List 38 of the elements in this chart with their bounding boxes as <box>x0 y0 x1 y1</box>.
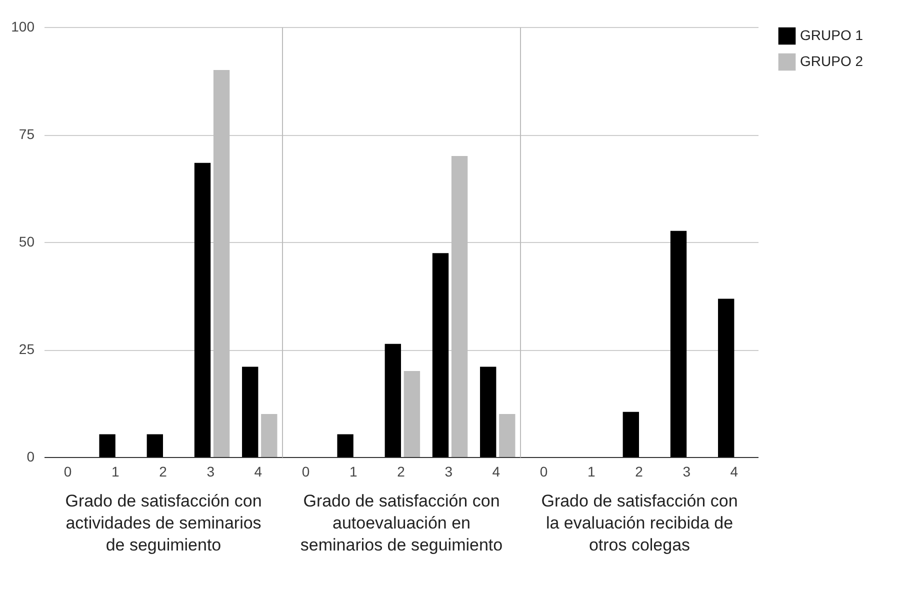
x-tick-label: 1 <box>112 464 120 480</box>
x-tick-label: 0 <box>302 464 310 480</box>
bar <box>213 70 230 457</box>
x-tick-label: 2 <box>397 464 406 480</box>
x-axis-title: Grado de satisfacción con actividades de seminarios de seguimiento <box>65 492 262 554</box>
bar <box>499 414 516 457</box>
x-tick-label: 0 <box>540 464 548 480</box>
x-tick-label: 2 <box>159 464 168 480</box>
y-tick-label: 50 <box>18 234 35 250</box>
y-tick-label: 0 <box>26 448 35 464</box>
x-tick-label: 4 <box>254 464 262 480</box>
x-tick-label: 1 <box>350 464 358 480</box>
bar <box>99 434 116 457</box>
y-tick-label: 75 <box>18 126 35 142</box>
bar <box>337 434 354 457</box>
bar <box>146 434 163 457</box>
x-axis-title: Grado de satisfacción con la evaluación recibida de otros colegas <box>541 492 738 554</box>
y-tick-label: 25 <box>18 341 35 357</box>
x-tick-label: 3 <box>682 464 691 480</box>
x-tick-label: 0 <box>64 464 72 480</box>
y-tick-label: 100 <box>11 18 35 34</box>
bar <box>432 253 449 457</box>
legend-label: GRUPO 2 <box>800 53 864 69</box>
x-tick-label: 3 <box>444 464 453 480</box>
x-tick-label: 1 <box>588 464 596 480</box>
bar <box>480 366 496 457</box>
legend-label: GRUPO 1 <box>800 27 864 43</box>
bar <box>194 162 211 457</box>
x-tick-label: 3 <box>206 464 215 480</box>
x-tick-label: 4 <box>492 464 500 480</box>
x-tick-label: 2 <box>635 464 644 480</box>
bar <box>242 366 258 457</box>
bar <box>404 371 420 457</box>
x-axis-title: Grado de satisfacción con autoevaluación en seminarios de seguimiento <box>300 492 503 554</box>
bar <box>384 344 401 457</box>
x-tick-label: 4 <box>730 464 738 480</box>
bar <box>261 414 278 457</box>
bar <box>451 156 468 457</box>
